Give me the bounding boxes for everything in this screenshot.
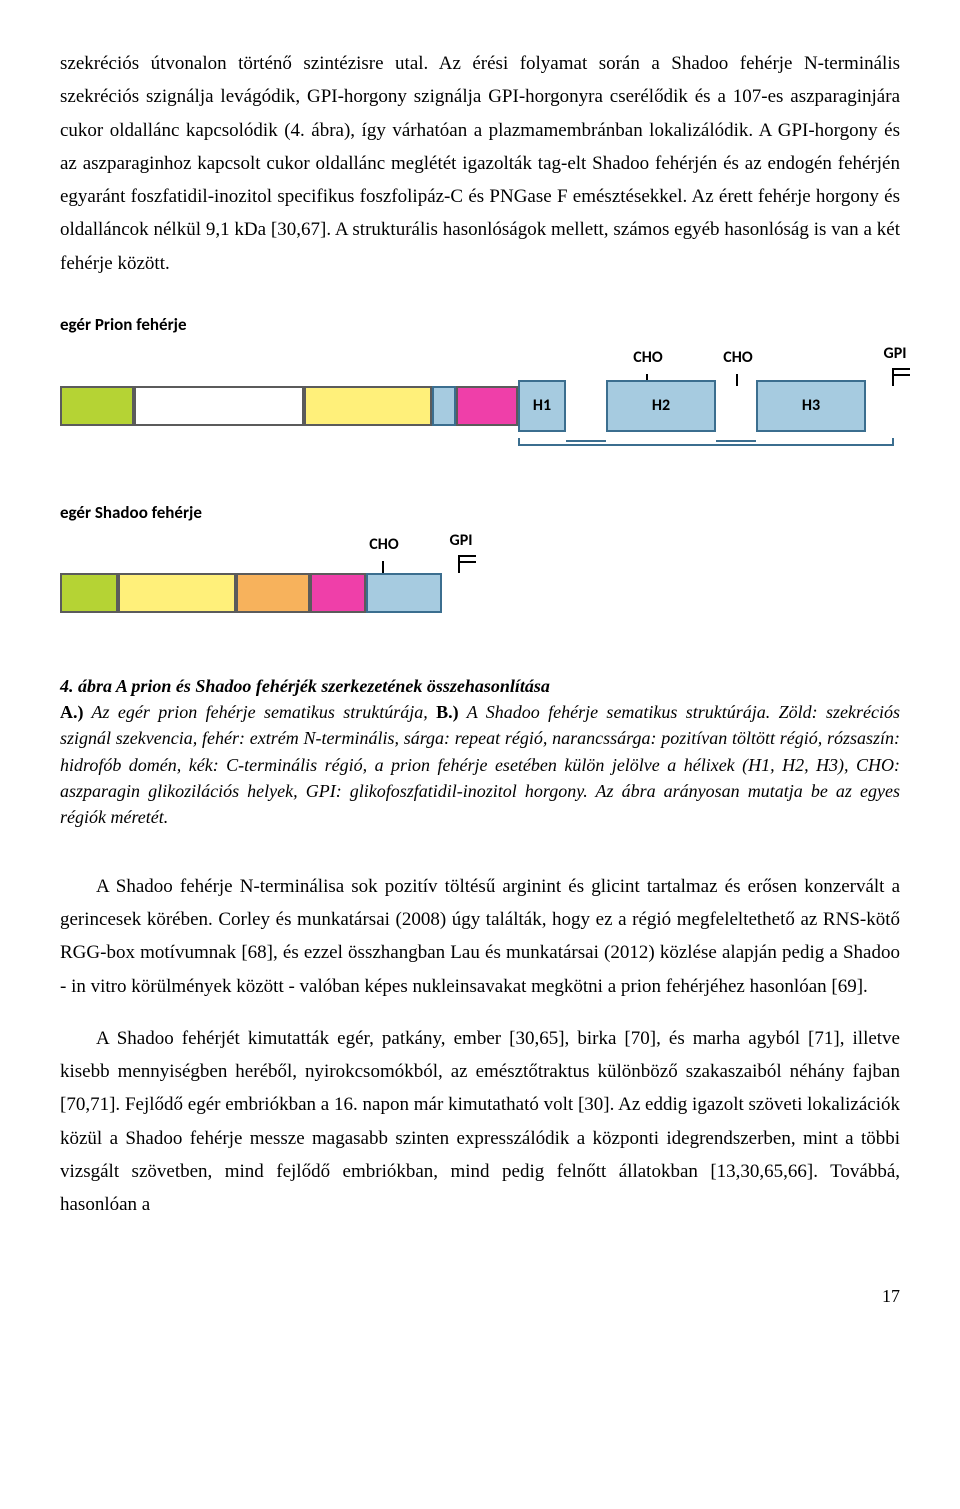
shadoo-seg-pink <box>310 573 366 613</box>
prion-seg-green <box>60 386 134 426</box>
prion-seg-yellow <box>304 386 432 426</box>
shadoo-title: egér Shadoo fehérje <box>60 498 900 528</box>
cho-tick-2 <box>736 374 738 386</box>
paragraph-1: szekréciós útvonalon történő szintézisre… <box>60 47 900 280</box>
prion-helix-h1: H1 <box>518 380 566 432</box>
prion-helix-h3: H3 <box>756 380 866 432</box>
prion-under-side-r <box>892 438 894 446</box>
shadoo-annotations: CHO GPI <box>60 537 900 573</box>
shadoo-seg-green <box>60 573 118 613</box>
figure-4-caption-text-a: Az egér prion fehérje sematikus struktúr… <box>84 702 437 722</box>
cho-label-1: CHO <box>628 344 668 372</box>
cho-label-2: CHO <box>718 344 758 372</box>
gpi-stem-prion <box>892 370 894 386</box>
prion-title: egér Prion fehérje <box>60 310 900 340</box>
figure-4-caption-label-b: B.) <box>436 702 459 722</box>
paragraph-3: A Shadoo fehérjét kimutatták egér, patká… <box>60 1022 900 1222</box>
gpi-fork-b-shadoo <box>458 561 476 563</box>
cho-label-shadoo: CHO <box>364 531 404 559</box>
gpi-label-prion: GPI <box>880 340 910 368</box>
paragraph-2: A Shadoo fehérje N-terminálisa sok pozit… <box>60 870 900 1003</box>
shadoo-seg-blue <box>366 573 442 613</box>
figure-4-caption-text: A.) Az egér prion fehérje sematikus stru… <box>60 699 900 829</box>
figure-4-caption: 4. ábra A prion és Shadoo fehérjék szerk… <box>60 673 900 830</box>
gpi-fork-a-shadoo <box>458 555 476 557</box>
gpi-fork-b-prion <box>892 374 910 376</box>
prion-seg-pink <box>456 386 518 426</box>
gpi-fork-a-prion <box>892 368 910 370</box>
prion-protein-diagram: egér Prion fehérje CHO CHO GPI H1 <box>60 310 900 438</box>
gpi-stem-shadoo <box>458 557 460 573</box>
prion-gap-2 <box>716 386 756 438</box>
cho-tick-shadoo <box>382 561 384 573</box>
prion-segments: H1 H2 H3 <box>60 386 900 438</box>
shadoo-protein-diagram: egér Shadoo fehérje CHO GPI <box>60 498 900 614</box>
shadoo-segments <box>60 573 900 613</box>
figure-4-caption-title: 4. ábra A prion és Shadoo fehérjék szerk… <box>60 673 900 699</box>
prion-under-side-l <box>518 438 520 446</box>
prion-gap-1 <box>566 386 606 438</box>
prion-underline <box>518 444 894 446</box>
prion-seg-blue-short <box>432 386 456 426</box>
gpi-label-shadoo: GPI <box>446 527 476 555</box>
prion-seg-white <box>134 386 304 426</box>
page: szekréciós útvonalon történő szintézisre… <box>0 0 960 1353</box>
prion-helix-h2: H2 <box>606 380 716 432</box>
figure-4-caption-label-a: A.) <box>60 702 84 722</box>
shadoo-seg-yellow <box>118 573 236 613</box>
page-number: 17 <box>60 1281 900 1313</box>
figure-4-diagram: egér Prion fehérje CHO CHO GPI H1 <box>60 310 900 830</box>
shadoo-seg-orange <box>236 573 310 613</box>
